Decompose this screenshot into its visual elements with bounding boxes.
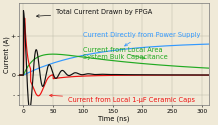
Text: Current from Local Area
System Bulk Capacitance: Current from Local Area System Bulk Capa… [83, 47, 168, 60]
Text: Total Current Drawn by FPGA: Total Current Drawn by FPGA [37, 9, 152, 17]
X-axis label: Time (ns): Time (ns) [98, 115, 130, 121]
Text: Current Directly from Power Supply: Current Directly from Power Supply [83, 32, 200, 46]
Y-axis label: Current (A): Current (A) [3, 36, 10, 73]
Text: Current from Local 1-μF Ceramic Caps: Current from Local 1-μF Ceramic Caps [50, 94, 195, 103]
